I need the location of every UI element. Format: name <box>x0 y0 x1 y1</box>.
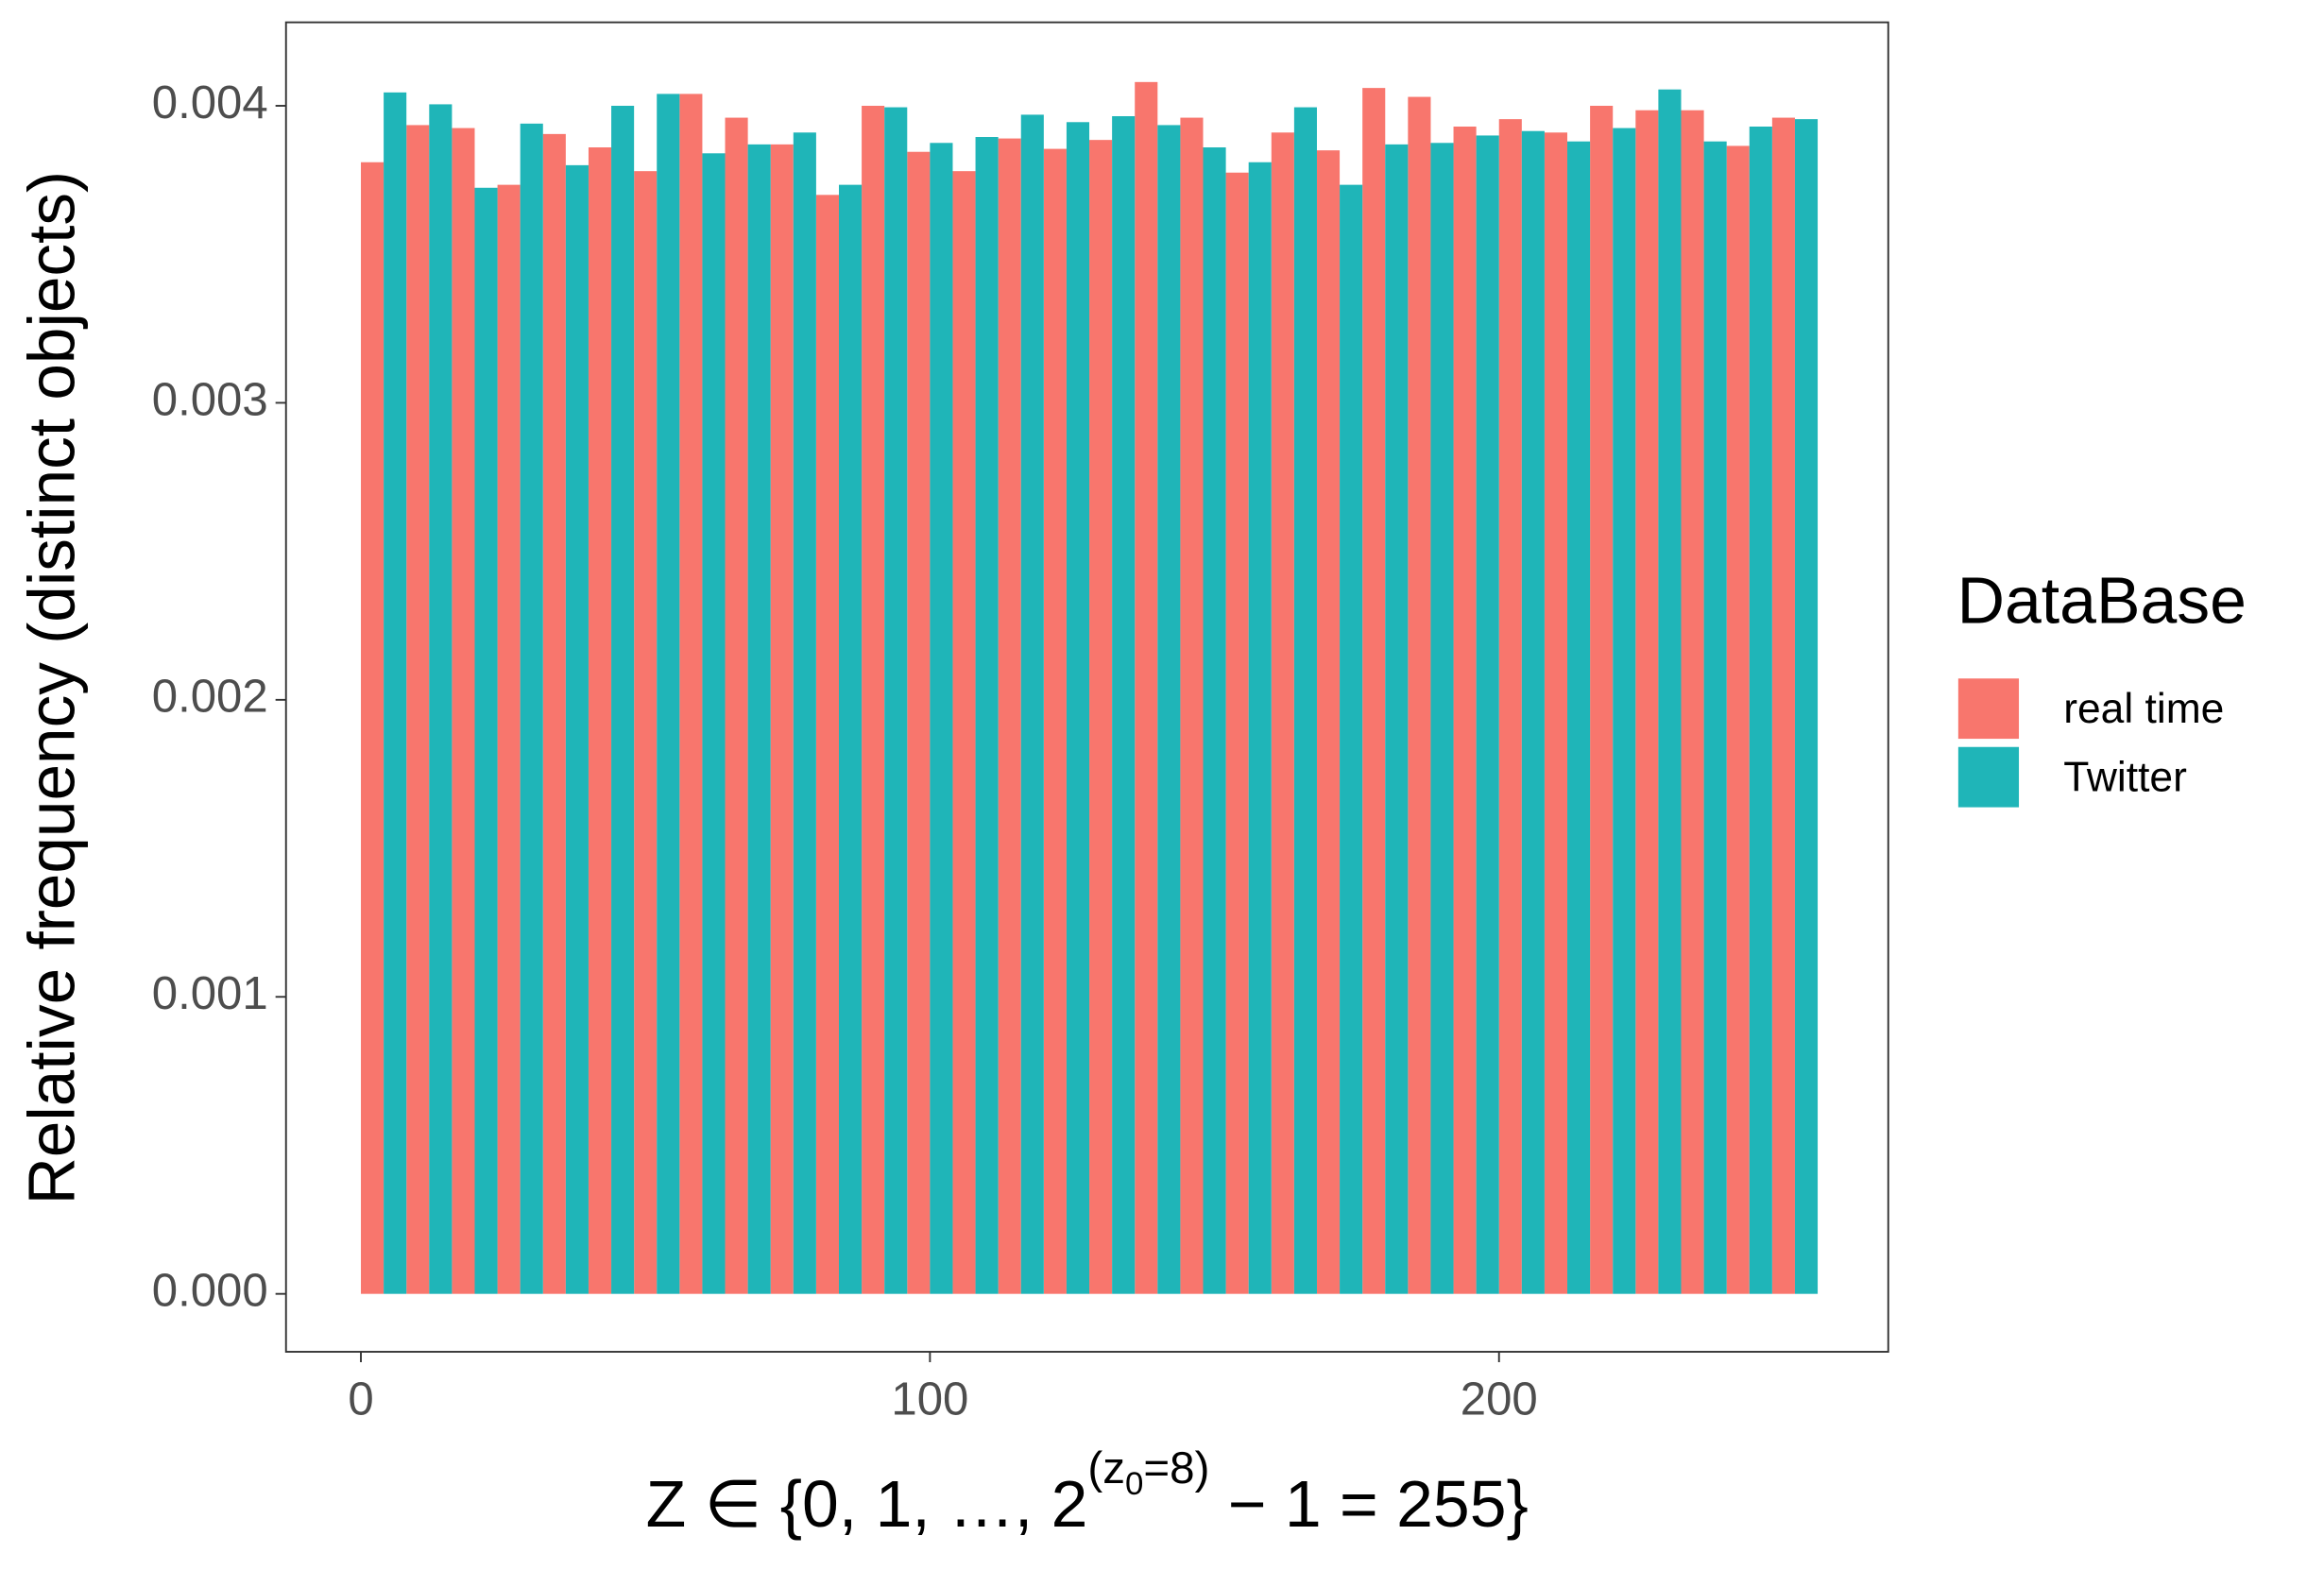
bar <box>657 94 680 1294</box>
x-label-part: Z ∈ {0, 1, …, 2 <box>646 1468 1088 1542</box>
bar <box>862 105 885 1294</box>
bars <box>361 81 1819 1294</box>
bar <box>747 144 771 1294</box>
y-tick-label: 0.001 <box>152 968 268 1019</box>
bar <box>406 125 430 1294</box>
bar <box>1362 88 1386 1294</box>
bar <box>1590 105 1614 1294</box>
legend-title: DataBase <box>1957 564 2247 638</box>
bar <box>838 184 863 1294</box>
x-label-part: (z <box>1087 1443 1125 1493</box>
bar <box>1157 125 1181 1294</box>
legend-label: Twitter <box>2063 755 2187 801</box>
bar <box>520 123 543 1294</box>
bar <box>1066 122 1090 1294</box>
y-axis-label: Relative frequency (distinct objects) <box>14 171 88 1204</box>
bar <box>1658 89 1682 1294</box>
bar <box>1635 110 1659 1294</box>
bar <box>588 147 612 1294</box>
bar <box>384 92 407 1294</box>
bar <box>725 117 748 1294</box>
bar <box>1248 162 1272 1294</box>
bar <box>542 133 566 1294</box>
bar <box>1613 128 1636 1294</box>
bar <box>1498 119 1522 1294</box>
bar <box>497 184 521 1294</box>
bar <box>702 153 726 1294</box>
bar <box>907 151 931 1294</box>
bar <box>815 195 839 1294</box>
bar <box>1408 96 1431 1294</box>
bar <box>1089 140 1113 1294</box>
bar <box>1293 107 1317 1294</box>
bar <box>1567 141 1591 1294</box>
bar <box>1771 117 1795 1294</box>
bar <box>1112 115 1136 1294</box>
bar <box>975 137 999 1294</box>
bar <box>884 107 908 1294</box>
bar <box>1271 132 1294 1294</box>
bar <box>1203 147 1226 1294</box>
x-label-part: − 1 = 255} <box>1209 1468 1528 1542</box>
bar <box>611 105 635 1294</box>
bar <box>679 94 703 1294</box>
bar <box>952 171 976 1294</box>
y-tick-label: 0.004 <box>152 77 268 128</box>
bar <box>1316 150 1341 1294</box>
bar <box>1020 114 1044 1294</box>
bar <box>1043 148 1067 1294</box>
x-axis-label: Z ∈ {0, 1, …, 2(z0=8) − 1 = 255} <box>646 1443 1529 1542</box>
bar <box>1385 144 1409 1294</box>
bar <box>793 132 816 1294</box>
bar <box>1453 127 1477 1294</box>
y-tick-label: 0.002 <box>152 672 268 723</box>
y-tick-label: 0.003 <box>152 374 268 425</box>
bar <box>1135 81 1158 1294</box>
y-tick-label: 0.000 <box>152 1266 268 1317</box>
legend-key <box>1956 675 2022 742</box>
x-tick-label: 200 <box>1461 1374 1538 1425</box>
bar <box>1521 130 1545 1294</box>
legend-key <box>1956 744 2022 810</box>
bar <box>1681 110 1704 1294</box>
x-label-part: =8) <box>1143 1443 1209 1493</box>
bar <box>565 164 589 1294</box>
bar <box>634 171 658 1294</box>
bar <box>1749 127 1772 1294</box>
bar <box>770 144 794 1294</box>
bar <box>1794 119 1819 1294</box>
legend-label: real time <box>2063 686 2224 732</box>
bar <box>1340 184 1363 1294</box>
bar <box>1225 172 1249 1294</box>
bar <box>1476 135 1499 1294</box>
bar <box>474 187 498 1294</box>
bar <box>998 138 1021 1294</box>
x-tick-label: 0 <box>348 1374 373 1425</box>
bar <box>1180 117 1204 1294</box>
x-label-part: 0 <box>1125 1466 1143 1502</box>
bar <box>361 162 384 1294</box>
x-tick-label: 100 <box>891 1374 968 1425</box>
bar <box>1544 132 1568 1294</box>
bar <box>1726 145 1750 1294</box>
bar <box>1430 143 1454 1294</box>
bar <box>429 104 453 1294</box>
bar <box>452 128 475 1294</box>
bar <box>1703 141 1727 1294</box>
bar <box>930 143 953 1294</box>
